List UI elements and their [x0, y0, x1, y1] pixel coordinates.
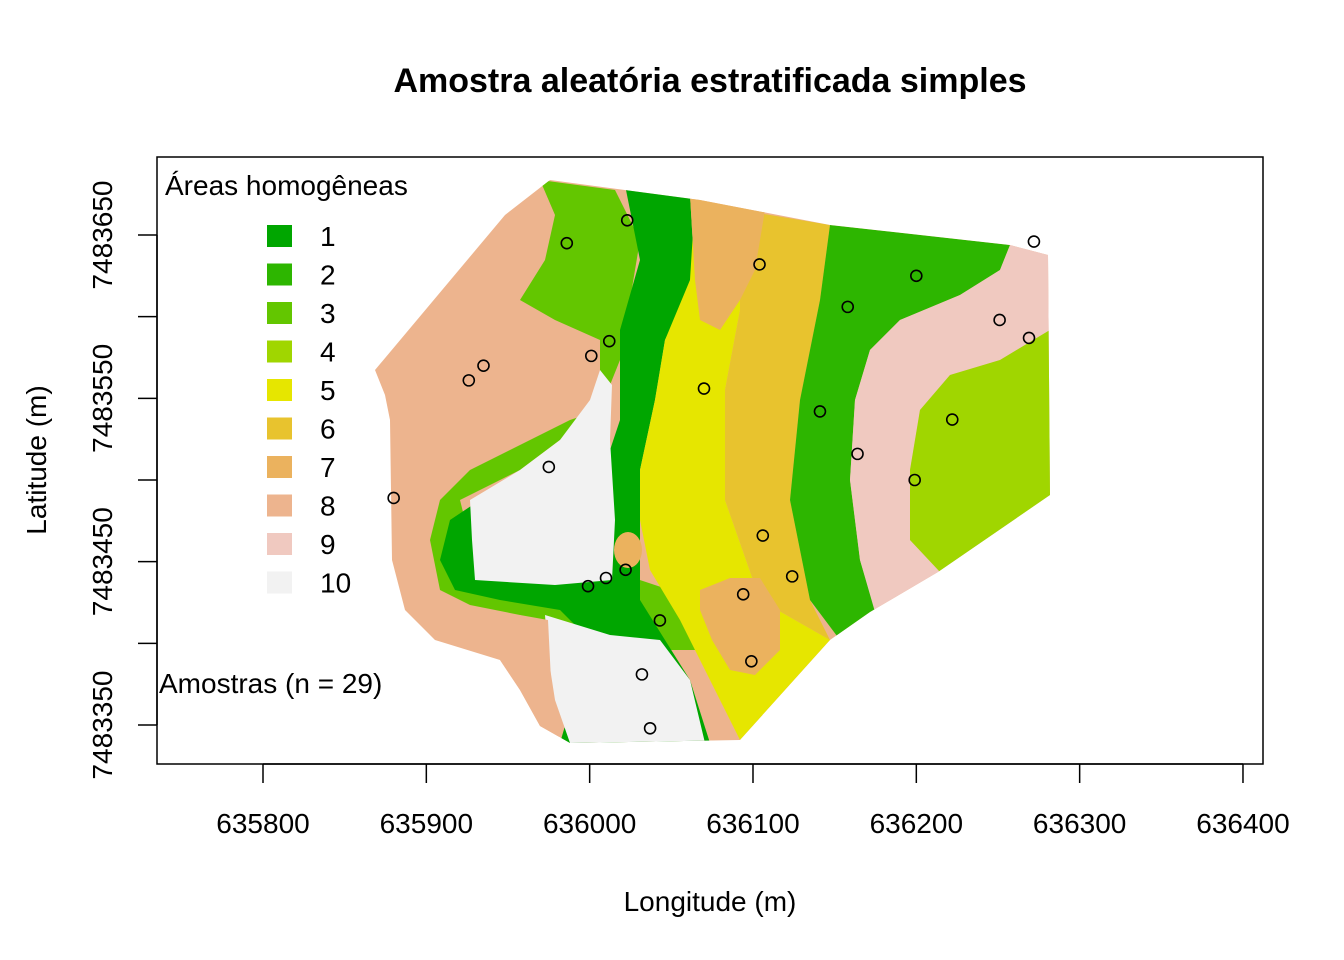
sample-point	[462, 374, 476, 387]
legend-title: Áreas homogêneas	[165, 170, 408, 201]
sample-point	[599, 571, 613, 585]
legend-swatch-7	[267, 456, 292, 478]
sample-point	[477, 359, 490, 372]
y-tick-label: 7483350	[87, 670, 118, 779]
zone-7-island-area	[614, 532, 642, 568]
sample-point	[620, 214, 634, 227]
legend-swatch-4	[267, 340, 292, 363]
zone-7-south-area	[700, 578, 780, 675]
x-axis: 635800 635900 636000 636100 636200 636300 6364…	[216, 763, 1290, 839]
zone-10-area	[470, 370, 615, 585]
x-axis-label: Longitude (m)	[624, 886, 797, 917]
y-tick-label: 7483450	[87, 507, 118, 616]
x-tick-label: 635900	[380, 808, 473, 839]
x-tick-label: 636000	[543, 808, 636, 839]
sample-point	[1022, 331, 1036, 345]
legend-label-4: 4	[320, 337, 336, 368]
sample-point	[542, 460, 556, 474]
sample-point	[635, 668, 649, 681]
sample-point	[851, 447, 864, 461]
legend-swatch-8	[267, 494, 292, 517]
sample-point	[387, 491, 400, 505]
sample-points	[387, 214, 1041, 735]
x-tick-label: 636400	[1196, 808, 1289, 839]
legend-swatch-9	[267, 533, 292, 555]
sample-point	[619, 563, 632, 577]
y-tick-label: 7483650	[87, 181, 118, 290]
sample-point	[1027, 235, 1041, 248]
sample-point	[697, 382, 711, 395]
legend-swatch-10	[267, 571, 292, 594]
zone-9-area	[850, 245, 1050, 612]
sample-point	[602, 334, 616, 348]
sample-point	[753, 258, 766, 271]
zone-6-area	[725, 210, 830, 640]
sample-point	[813, 405, 827, 418]
legend-swatch-2	[267, 263, 292, 286]
x-tick-label: 635800	[216, 808, 309, 839]
zone-1-area	[440, 185, 710, 743]
sample-point	[841, 300, 855, 314]
zone-8-south-area	[500, 615, 560, 743]
sample-point	[910, 269, 923, 283]
legend-label-3: 3	[320, 298, 336, 329]
x-tick-label: 636300	[1033, 808, 1126, 839]
sample-point	[653, 614, 667, 627]
y-tick-label: 7483550	[87, 344, 118, 453]
zone-raster	[375, 180, 1050, 743]
sample-point	[584, 349, 598, 363]
legend: Áreas homogêneas 1 2 3 4 5 6 7 8 9 10	[165, 170, 408, 599]
legend-label-2: 2	[320, 260, 336, 291]
x-tick-label: 636200	[870, 808, 963, 839]
sample-point	[993, 313, 1006, 327]
sample-point	[643, 721, 657, 735]
legend-swatch-6	[267, 417, 292, 440]
chart-title: Amostra aleatória estratificada simples	[393, 62, 1026, 100]
legend-label-9: 9	[320, 529, 336, 560]
y-axis: 7483350 7483450 7483550 7483650	[87, 181, 158, 780]
zone-10-south-area	[545, 615, 705, 743]
sample-point	[756, 529, 770, 542]
sample-point	[560, 236, 574, 250]
legend-label-1: 1	[320, 221, 336, 252]
sample-point	[736, 588, 750, 601]
sample-point	[785, 570, 799, 583]
y-axis-label: Latitude (m)	[21, 385, 52, 534]
legend-swatch-3	[267, 302, 292, 324]
zone-2-area	[790, 225, 1010, 640]
legend-label-5: 5	[320, 375, 336, 406]
legend-label-8: 8	[320, 491, 336, 522]
zone-5-area	[640, 200, 830, 740]
zone-7-area	[690, 195, 765, 330]
legend-label-10: 10	[320, 568, 351, 599]
samples-legend-label: Amostras (n = 29)	[159, 668, 382, 699]
legend-swatch-5	[267, 379, 292, 401]
legend-label-7: 7	[320, 452, 336, 483]
legend-label-6: 6	[320, 414, 336, 445]
sample-point	[581, 579, 595, 593]
sample-point	[908, 473, 921, 487]
sample-point	[745, 655, 758, 668]
zone-4-area	[910, 330, 1050, 572]
sample-point	[945, 413, 959, 426]
legend-swatch-1	[267, 225, 292, 247]
x-tick-label: 636100	[706, 808, 799, 839]
